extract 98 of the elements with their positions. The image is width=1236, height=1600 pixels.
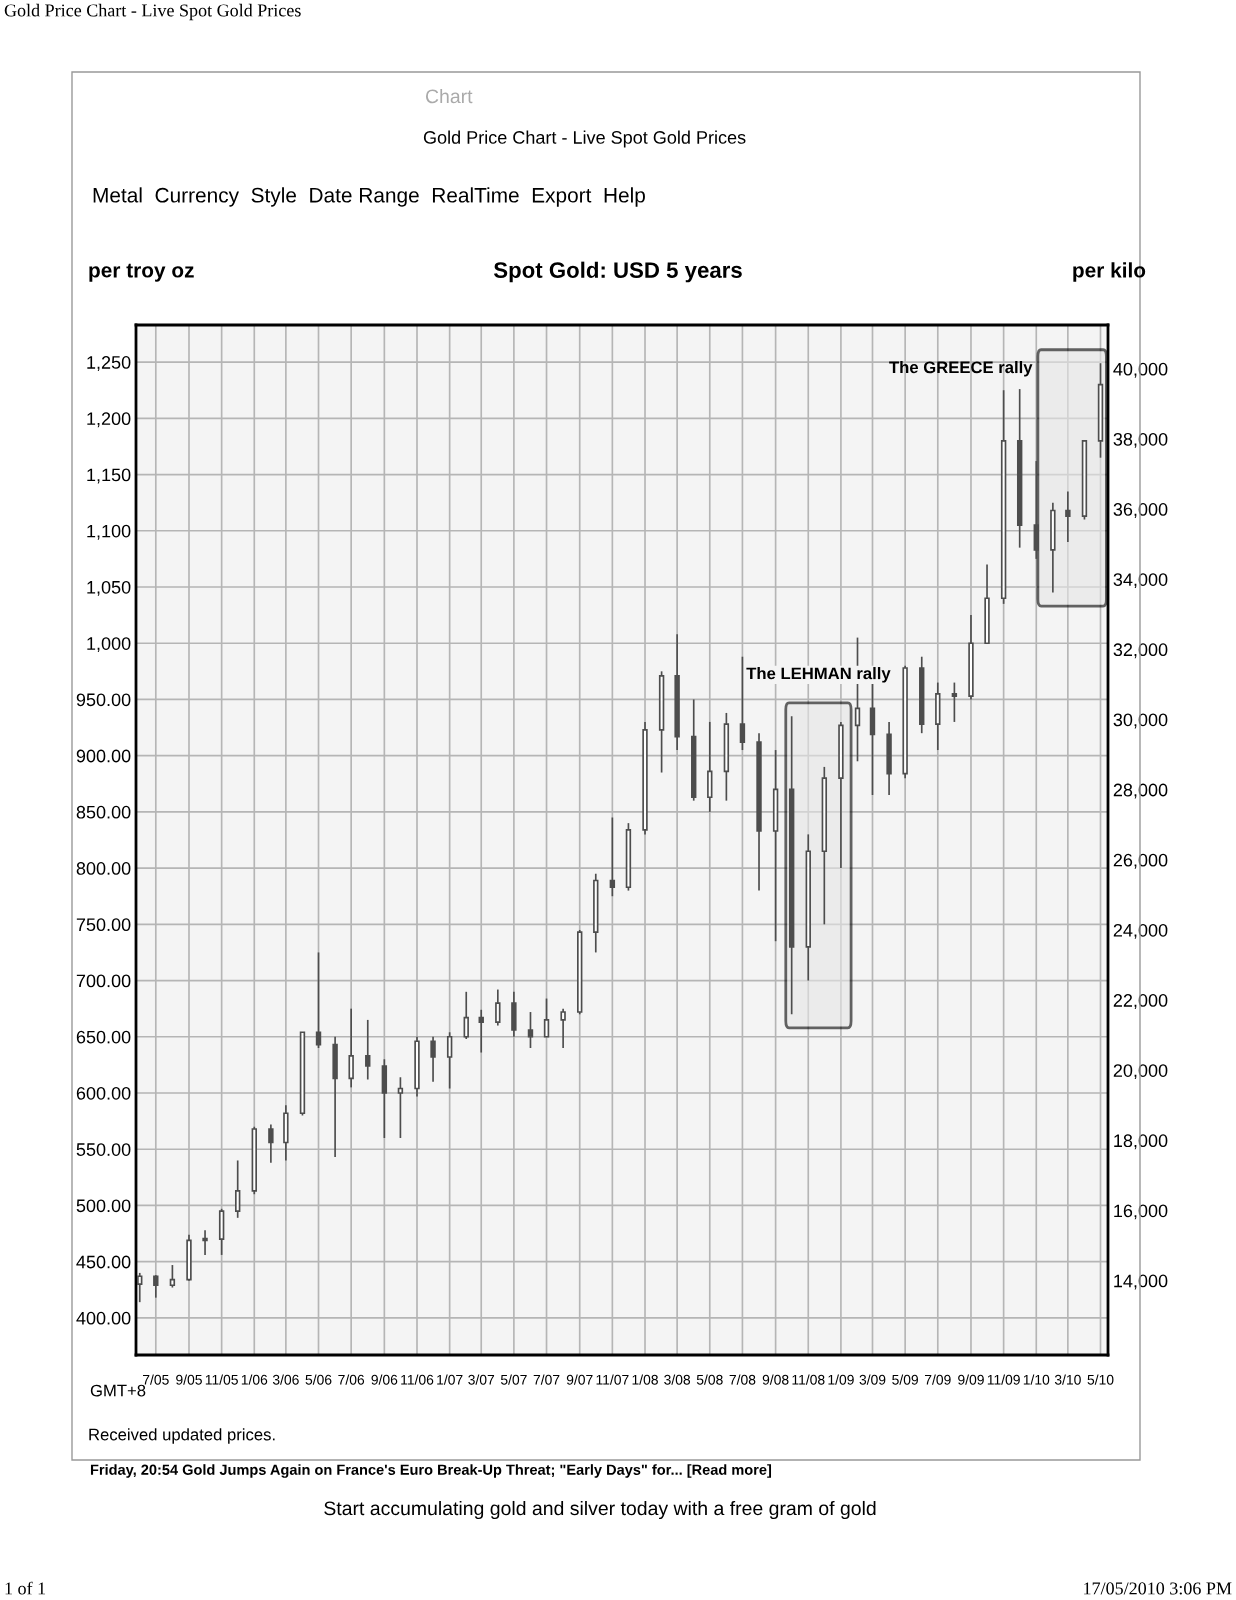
candlestick (153, 1274, 159, 1299)
x-tick-label: 9/07 (566, 1374, 593, 1385)
x-tick-label: 1/06 (241, 1374, 268, 1385)
y2-tick-label: 26,000 (1113, 853, 1168, 869)
candlestick (609, 816, 616, 898)
x-tick-label: 1/10 (1023, 1374, 1050, 1385)
x-tick-label: 7/08 (729, 1374, 756, 1385)
text: 1 of 1 (5, 1581, 46, 1595)
text: Chart (425, 88, 473, 104)
x-tick-label: 7/09 (924, 1374, 951, 1385)
x-tick-label: 3/06 (272, 1374, 299, 1385)
y2-tick-label: 14,000 (1114, 1274, 1168, 1290)
y-tick-label: 700.00 (76, 974, 131, 988)
candlestick (446, 1031, 453, 1090)
y-tick-label: 1,100 (87, 524, 131, 540)
candlestick (169, 1264, 176, 1289)
candlestick (478, 1008, 484, 1054)
x-tick-label: 1/09 (828, 1374, 854, 1385)
candlestick (348, 1007, 354, 1089)
candlestick (397, 1076, 404, 1139)
candlestick (234, 1159, 241, 1219)
x-tick-label: 1/07 (437, 1374, 463, 1385)
y2-tick-label: 38,000 (1113, 432, 1168, 448)
y-tick-label: 750.00 (76, 918, 131, 932)
y2-tick-label: 18,000 (1114, 1134, 1168, 1150)
text: Metal Currency Style Date Range RealTime Export Help (93, 187, 645, 207)
y-tick-label: 600.00 (76, 1086, 131, 1100)
x-tick-label: 5/10 (1087, 1374, 1114, 1385)
x-tick-label: 7/05 (143, 1374, 169, 1385)
x-tick-label: 5/07 (500, 1374, 527, 1385)
candlestick (315, 951, 322, 1049)
x-tick-label: 3/08 (664, 1374, 691, 1385)
y-tick-label: 800.00 (76, 862, 131, 875)
y2-tick-label: 16,000 (1114, 1204, 1168, 1220)
text: Gold Price Chart - Live Spot Gold Prices (4, 3, 301, 21)
candlestick (495, 988, 501, 1027)
candlestick (560, 1007, 566, 1049)
band-label: The GREECE rally (889, 360, 1033, 377)
candlestick (1065, 490, 1071, 543)
x-tick-label: 11/08 (792, 1374, 825, 1385)
x-tick-label: 11/09 (987, 1374, 1020, 1385)
text: Friday, 20:54 Gold Jumps Again on France's Euro Break-Up Threat; "Early Days" for... [Read more] (90, 1464, 772, 1478)
y-tick-label: 1,250 (87, 356, 131, 371)
x-tick-label: 9/09 (958, 1374, 984, 1385)
y-tick-label: 650.00 (76, 1030, 131, 1044)
x-tick-label: 9/08 (762, 1374, 789, 1385)
candlestick (543, 997, 550, 1038)
y-axis-title: per troy oz (89, 263, 194, 282)
x-tick-label: 11/05 (205, 1374, 238, 1385)
x-tick-label: 1/08 (632, 1374, 658, 1385)
x-tick-label: 7/07 (533, 1374, 560, 1385)
x-tick-label: 3/10 (1054, 1374, 1081, 1385)
x-tick-label: 9/06 (371, 1374, 398, 1385)
x-tick-label: 11/07 (596, 1374, 629, 1385)
y2-tick-label: 36,000 (1113, 503, 1168, 518)
y-tick-label: 900.00 (76, 749, 131, 763)
text: Received updated prices. (89, 1428, 275, 1444)
y-tick-label: 450.00 (76, 1255, 131, 1269)
chart-subtitle: Gold Price Chart - Live Spot Gold Prices (423, 130, 746, 148)
text: GMT+8 (90, 1384, 146, 1397)
candlestick (463, 990, 469, 1040)
chart-title: Spot Gold: USD 5 years (493, 261, 742, 283)
y2-axis-title: per kilo (1073, 262, 1146, 282)
candlestick (365, 1019, 371, 1081)
candlestick (739, 655, 746, 751)
y2-tick-label: 20,000 (1113, 1064, 1168, 1080)
y-tick-label: 950.00 (76, 693, 131, 707)
y-tick-label: 850.00 (76, 805, 131, 819)
y2-tick-label: 40,000 (1113, 362, 1168, 378)
y-tick-label: 550.00 (76, 1143, 131, 1156)
y2-tick-label: 30,000 (1113, 713, 1168, 729)
candlestick (202, 1229, 208, 1256)
y2-tick-label: 34,000 (1113, 573, 1168, 589)
x-tick-label: 5/09 (892, 1374, 918, 1385)
y-tick-label: 1,050 (87, 580, 131, 596)
y-tick-label: 1,000 (87, 637, 131, 653)
y-tick-label: 500.00 (76, 1199, 131, 1213)
x-tick-label: 5/06 (305, 1374, 332, 1385)
x-tick-label: 3/09 (859, 1374, 886, 1385)
x-tick-label: 3/07 (468, 1374, 495, 1385)
x-tick-label: 5/08 (696, 1374, 723, 1385)
candlestick (951, 681, 958, 723)
x-tick-label: 9/05 (176, 1374, 202, 1385)
y-tick-label: 1,150 (87, 468, 131, 484)
y2-tick-label: 22,000 (1113, 994, 1168, 1009)
y2-tick-label: 32,000 (1113, 643, 1168, 659)
y2-tick-label: 28,000 (1113, 783, 1168, 799)
y2-tick-label: 24,000 (1113, 923, 1168, 939)
x-tick-label: 7/06 (338, 1374, 365, 1385)
candlestick (527, 1011, 534, 1049)
candlestick (430, 1035, 436, 1083)
x-tick-label: 11/06 (401, 1374, 434, 1385)
candlestick (268, 1123, 274, 1164)
text: Start accumulating gold and silver today with a free gram of gold (324, 1500, 876, 1520)
band-label: The LEHMAN rally (746, 667, 891, 683)
y-tick-label: 1,200 (87, 412, 131, 428)
y-tick-label: 400.00 (76, 1311, 131, 1325)
text: 17/05/2010 3:06 PM (1084, 1582, 1232, 1595)
